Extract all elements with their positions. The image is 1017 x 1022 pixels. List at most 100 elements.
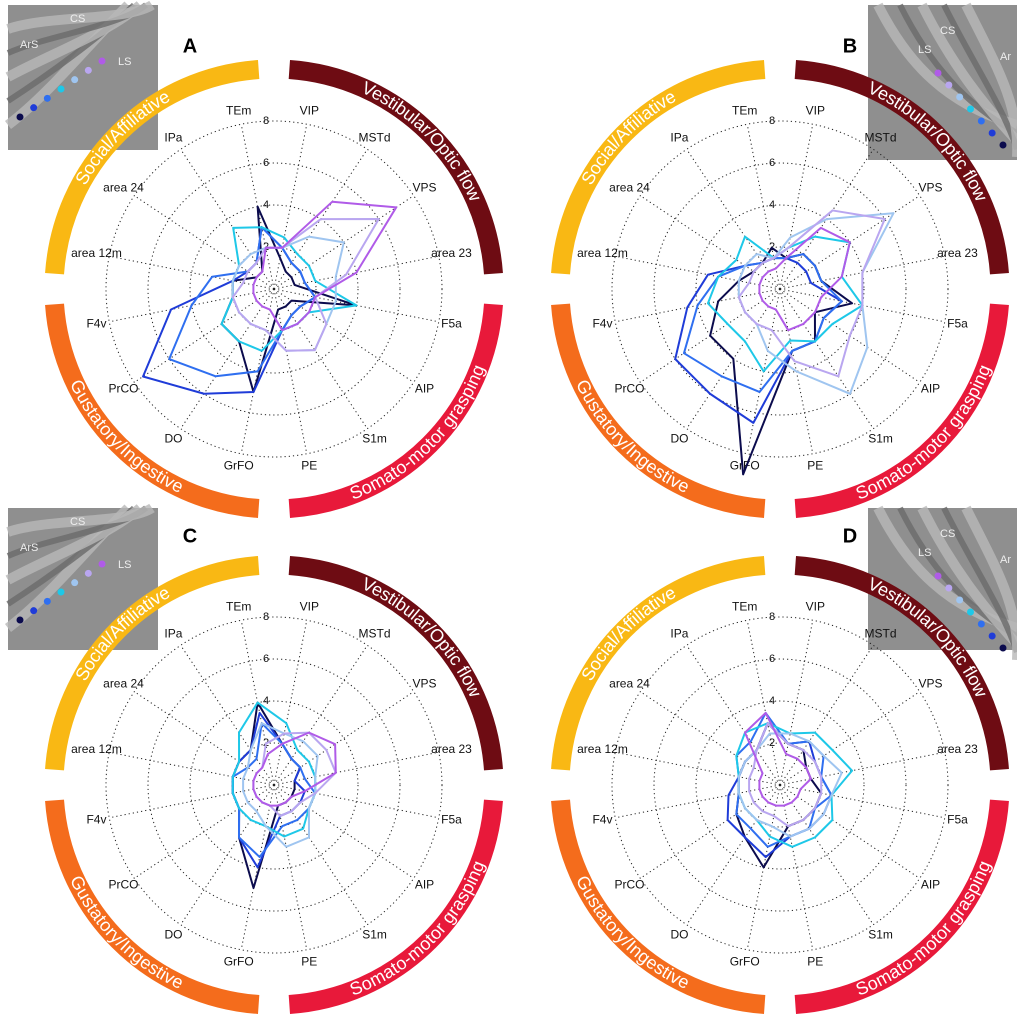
category-label: TEm [732, 104, 757, 118]
inset-label: LS [918, 44, 931, 56]
category-label: TEm [226, 104, 251, 118]
r-tick-label: 6 [769, 157, 775, 169]
recording-site [956, 94, 963, 101]
inset-label: CS [70, 13, 85, 25]
category-label: area 12m [71, 246, 122, 260]
category-label: area 24 [609, 677, 650, 691]
panel-title: B [843, 35, 857, 57]
category-label: PrCO [615, 878, 645, 892]
category-label: MSTd [865, 627, 897, 641]
inset-label: LS [118, 559, 131, 571]
category-label: GrFO [224, 459, 254, 473]
category-label: area 23 [431, 246, 472, 260]
brain-inset: ArS CS LS [8, 508, 158, 650]
category-label: S1m [362, 432, 387, 446]
r-tick-label: 4 [769, 199, 775, 211]
category-label: F5a [441, 316, 462, 330]
category-label: AIP [921, 382, 940, 396]
figure: ArSCSLSASocial/AffiliativeVestibular/Opt… [0, 0, 1017, 1022]
category-label: IPa [670, 131, 688, 145]
category-label: AIP [921, 878, 940, 892]
category-label: F4v [592, 316, 612, 330]
r-tick-label: 8 [769, 611, 775, 623]
inset-label: CS [70, 516, 85, 528]
category-label: area 24 [103, 181, 144, 195]
category-label: PE [301, 955, 317, 969]
recording-site [17, 114, 24, 121]
category-label: area 23 [937, 742, 978, 756]
spoke [274, 645, 367, 785]
panel-title: C [183, 525, 197, 547]
r-tick-label: 6 [263, 157, 269, 169]
spoke [640, 785, 780, 878]
category-label: F5a [947, 316, 968, 330]
r-tick-label: 4 [769, 695, 775, 707]
category-label: DO [670, 928, 688, 942]
category-label: MSTd [359, 627, 391, 641]
spoke [181, 785, 274, 925]
recording-site [17, 617, 24, 624]
recording-site [935, 70, 942, 77]
category-label: AIP [415, 382, 434, 396]
category-label: area 23 [431, 742, 472, 756]
r-tick-label: 6 [263, 653, 269, 665]
inset-label: ArS [20, 39, 38, 51]
recording-site [1000, 142, 1007, 149]
category-label: VIP [300, 104, 319, 118]
category-label: F4v [592, 812, 612, 826]
spoke [274, 785, 367, 925]
category-label: MSTd [865, 131, 897, 145]
category-label: S1m [362, 928, 387, 942]
inset-label: Ar [1000, 51, 1011, 63]
inset-label: CS [940, 528, 955, 540]
r-tick-label: 6 [769, 653, 775, 665]
recording-site [967, 609, 974, 616]
category-label: TEm [226, 600, 251, 614]
category-label: VPS [918, 181, 942, 195]
inset-label: LS [918, 547, 931, 559]
inset-label: LS [118, 56, 131, 68]
spoke [134, 785, 274, 878]
recording-site [85, 570, 92, 577]
category-label: F4v [86, 316, 106, 330]
recording-site [30, 104, 37, 111]
category-label: VIP [806, 104, 825, 118]
spoke [134, 289, 274, 382]
category-label: PE [807, 955, 823, 969]
inset-label: CS [940, 25, 955, 37]
r-tick-label: 4 [263, 199, 269, 211]
series-line [739, 213, 894, 394]
category-label: VPS [412, 677, 436, 691]
category-label: area 23 [937, 246, 978, 260]
inset-label: ArS [20, 542, 38, 554]
spoke [687, 785, 780, 925]
recording-site [85, 67, 92, 74]
category-label: PE [301, 459, 317, 473]
spoke [181, 149, 274, 289]
r-tick-label: 8 [263, 611, 269, 623]
recording-site [978, 621, 985, 628]
category-label: MSTd [359, 131, 391, 145]
recording-site [935, 573, 942, 580]
r-tick-label: 4 [263, 695, 269, 707]
category-label: VIP [806, 600, 825, 614]
recording-site [99, 561, 106, 568]
recording-site [945, 82, 952, 89]
category-label: VIP [300, 600, 319, 614]
recording-site [945, 585, 952, 592]
r-tick-label: 8 [769, 115, 775, 127]
recording-site [989, 633, 996, 640]
category-label: PrCO [615, 382, 645, 396]
spoke [274, 289, 414, 382]
series-line [143, 227, 315, 394]
category-label: F5a [947, 812, 968, 826]
category-label: IPa [670, 627, 688, 641]
category-label: IPa [164, 627, 182, 641]
recording-site [58, 589, 65, 596]
recording-site [956, 597, 963, 604]
recording-site [71, 579, 78, 586]
category-label: PrCO [109, 382, 139, 396]
category-label: PrCO [109, 878, 139, 892]
recording-site [44, 95, 51, 102]
category-label: DO [164, 432, 182, 446]
